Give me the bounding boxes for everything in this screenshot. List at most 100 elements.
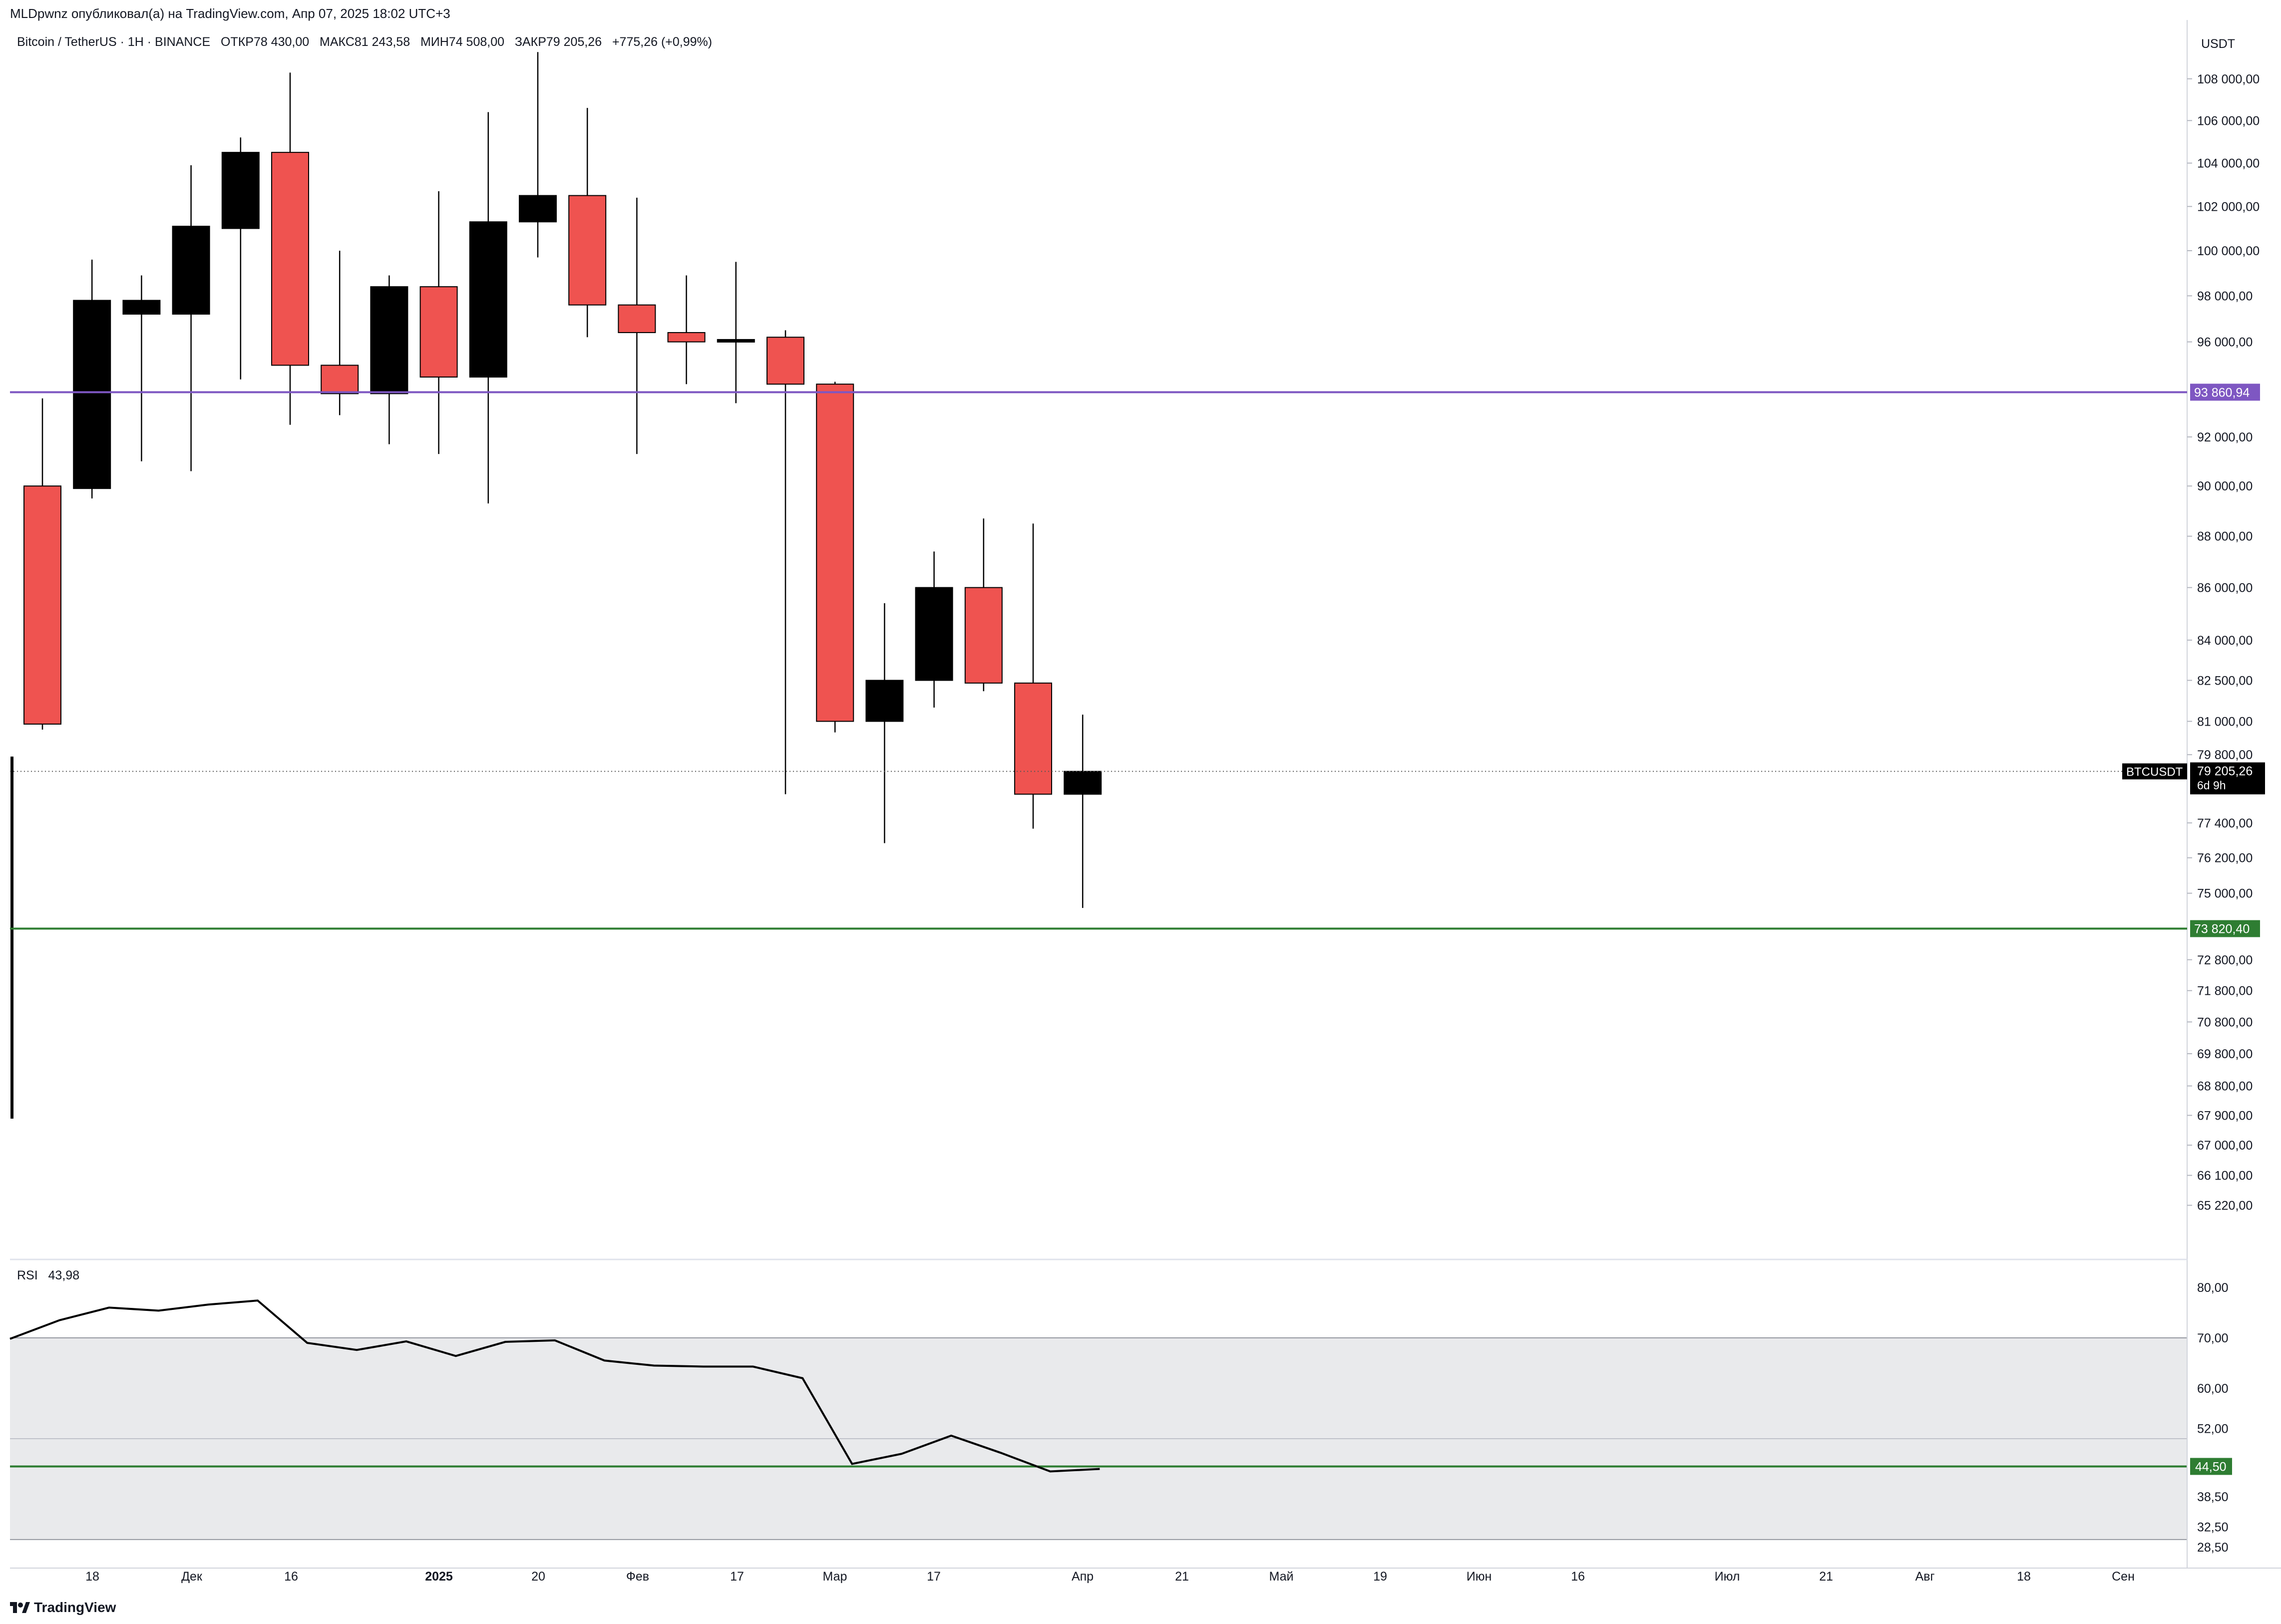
time-tick-label: Июл	[1715, 1570, 1740, 1584]
rsi-tick-label: 80,00	[2197, 1281, 2229, 1295]
time-tick-label: 17	[730, 1570, 744, 1584]
rsi-level-tag	[2190, 1458, 2232, 1475]
price-tick-label: 67 000,00	[2197, 1139, 2253, 1153]
candle-up[interactable]	[172, 226, 210, 315]
overlay-layer: 93 860,94 73 820,40 108 000,00 106 000,00 10…	[10, 20, 2281, 1584]
tradingview-icon	[10, 1602, 30, 1613]
candle-up[interactable]	[865, 680, 904, 722]
price-tick-label: 67 900,00	[2197, 1109, 2253, 1123]
symbol-tag-label: BTCUSDT	[2126, 766, 2183, 779]
time-tick-label: Авг	[1915, 1570, 1934, 1584]
symbol-title[interactable]: Bitcoin / TetherUS · 1Н · BINANCE	[17, 35, 211, 49]
candle-up[interactable]	[73, 300, 111, 489]
time-tick-label: Май	[1269, 1570, 1294, 1584]
time-tick-label: Апр	[1072, 1570, 1094, 1584]
time-tick-label: Сен	[2112, 1570, 2135, 1584]
time-tick-label: 16	[1571, 1570, 1585, 1584]
price-tick-label: 81 000,00	[2197, 715, 2253, 729]
price-tick-label: 100 000,00	[2197, 244, 2260, 258]
published-caption: MLDpwnz опубликовал(а) на TradingView.co…	[10, 6, 450, 21]
close-value: ЗАКР79 205,26	[514, 35, 602, 49]
candle-down[interactable]	[667, 332, 706, 343]
price-tick-label: 84 000,00	[2197, 634, 2253, 648]
time-tick-label: Июн	[1467, 1570, 1492, 1584]
candle-up[interactable]	[717, 339, 755, 343]
tradingview-logo[interactable]: TradingView	[10, 1600, 116, 1616]
symbol-tag	[2122, 763, 2187, 780]
price-tick-label: 96 000,00	[2197, 336, 2253, 350]
time-tick-label: 2025	[425, 1570, 453, 1584]
time-tick-label: 18	[85, 1570, 99, 1584]
level-price-tag	[2190, 384, 2260, 401]
time-tick-label: Фев	[626, 1570, 649, 1584]
time-tick-label: 17	[927, 1570, 941, 1584]
candle-up[interactable]	[370, 286, 408, 395]
candle-down[interactable]	[964, 587, 1003, 684]
rsi-tick-label: 60,00	[2197, 1382, 2229, 1396]
rsi-level-label: 44,50	[2195, 1460, 2227, 1474]
price-tick-label: 98 000,00	[2197, 289, 2253, 303]
time-tick-label: 19	[1373, 1570, 1387, 1584]
candle-up[interactable]	[221, 152, 260, 229]
candle-up[interactable]	[469, 221, 507, 378]
candle-down[interactable]	[321, 365, 359, 395]
price-tick-label: 75 000,00	[2197, 887, 2253, 901]
candle-down[interactable]	[419, 286, 458, 378]
level-price-label: 73 820,40	[2194, 922, 2250, 936]
time-tick-label: Мар	[823, 1570, 847, 1584]
price-tick-label: 92 000,00	[2197, 430, 2253, 444]
price-tick-label: 65 220,00	[2197, 1199, 2253, 1213]
rsi-line	[9, 1299, 1100, 1473]
time-tick-label: Дек	[181, 1570, 203, 1584]
level-price-tag	[2190, 920, 2260, 937]
price-tick-label: 90 000,00	[2197, 479, 2253, 493]
ohlc-legend: Bitcoin / TetherUS · 1Н · BINANCE ОТКР78…	[17, 35, 712, 49]
rsi-pane: 44,50 80,00 70,00 60,00 52,00 38,50 32,50 28,50	[9, 1281, 2232, 1555]
candle-down[interactable]	[816, 384, 854, 722]
price-tick-label: 72 800,00	[2197, 953, 2253, 967]
candle-down[interactable]	[1014, 682, 1052, 795]
high-value: МАКС81 243,58	[320, 35, 410, 49]
price-tick-label: 70 800,00	[2197, 1015, 2253, 1029]
candle-down[interactable]	[271, 152, 309, 366]
price-tick-label: 71 800,00	[2197, 984, 2253, 998]
rsi-tick-label: 32,50	[2197, 1521, 2229, 1535]
candle-up[interactable]	[519, 195, 557, 223]
brand-label: TradingView	[34, 1600, 116, 1615]
level-price-label: 93 860,94	[2194, 386, 2250, 400]
change-value: +775,26 (+0,99%)	[612, 35, 713, 49]
price-tick-label: 104 000,00	[2197, 157, 2260, 171]
countdown-label: 6d 9h	[2197, 779, 2226, 792]
rsi-tick-label: 28,50	[2197, 1541, 2229, 1555]
candle-up[interactable]	[1064, 771, 1102, 795]
rsi-tick-label: 38,50	[2197, 1490, 2229, 1504]
price-tick-label: 79 800,00	[2197, 748, 2253, 762]
rsi-label[interactable]: RSI	[17, 1268, 38, 1282]
price-tick-label: 86 000,00	[2197, 581, 2253, 595]
price-tick-label: 76 200,00	[2197, 851, 2253, 865]
time-tick-label: 21	[1175, 1570, 1189, 1584]
time-tick-label: 20	[531, 1570, 545, 1584]
candle-down[interactable]	[766, 337, 804, 385]
rsi-value: 43,98	[48, 1268, 80, 1282]
candle-down[interactable]	[23, 485, 61, 725]
price-tick-label: 102 000,00	[2197, 200, 2260, 214]
price-tick-label: 106 000,00	[2197, 114, 2260, 128]
price-tick-label: 77 400,00	[2197, 816, 2253, 830]
price-tick-label: 82 500,00	[2197, 674, 2253, 688]
candle-up[interactable]	[915, 587, 953, 681]
candle-up[interactable]	[122, 300, 161, 315]
current-price-tag[interactable]	[2190, 762, 2265, 795]
time-tick-label: 16	[284, 1570, 298, 1584]
candle-down[interactable]	[618, 304, 656, 333]
rsi-legend: RSI 43,98	[17, 1268, 79, 1283]
candles-layer	[23, 52, 1102, 908]
currency-label[interactable]: USDT	[2201, 37, 2236, 51]
open-value: ОТКР78 430,00	[221, 35, 310, 49]
low-value: МИН74 508,00	[420, 35, 505, 49]
candle-down[interactable]	[568, 195, 607, 306]
price-tick-label: 68 800,00	[2197, 1080, 2253, 1094]
time-tick-label: 18	[2017, 1570, 2031, 1584]
price-tick-label: 69 800,00	[2197, 1047, 2253, 1061]
